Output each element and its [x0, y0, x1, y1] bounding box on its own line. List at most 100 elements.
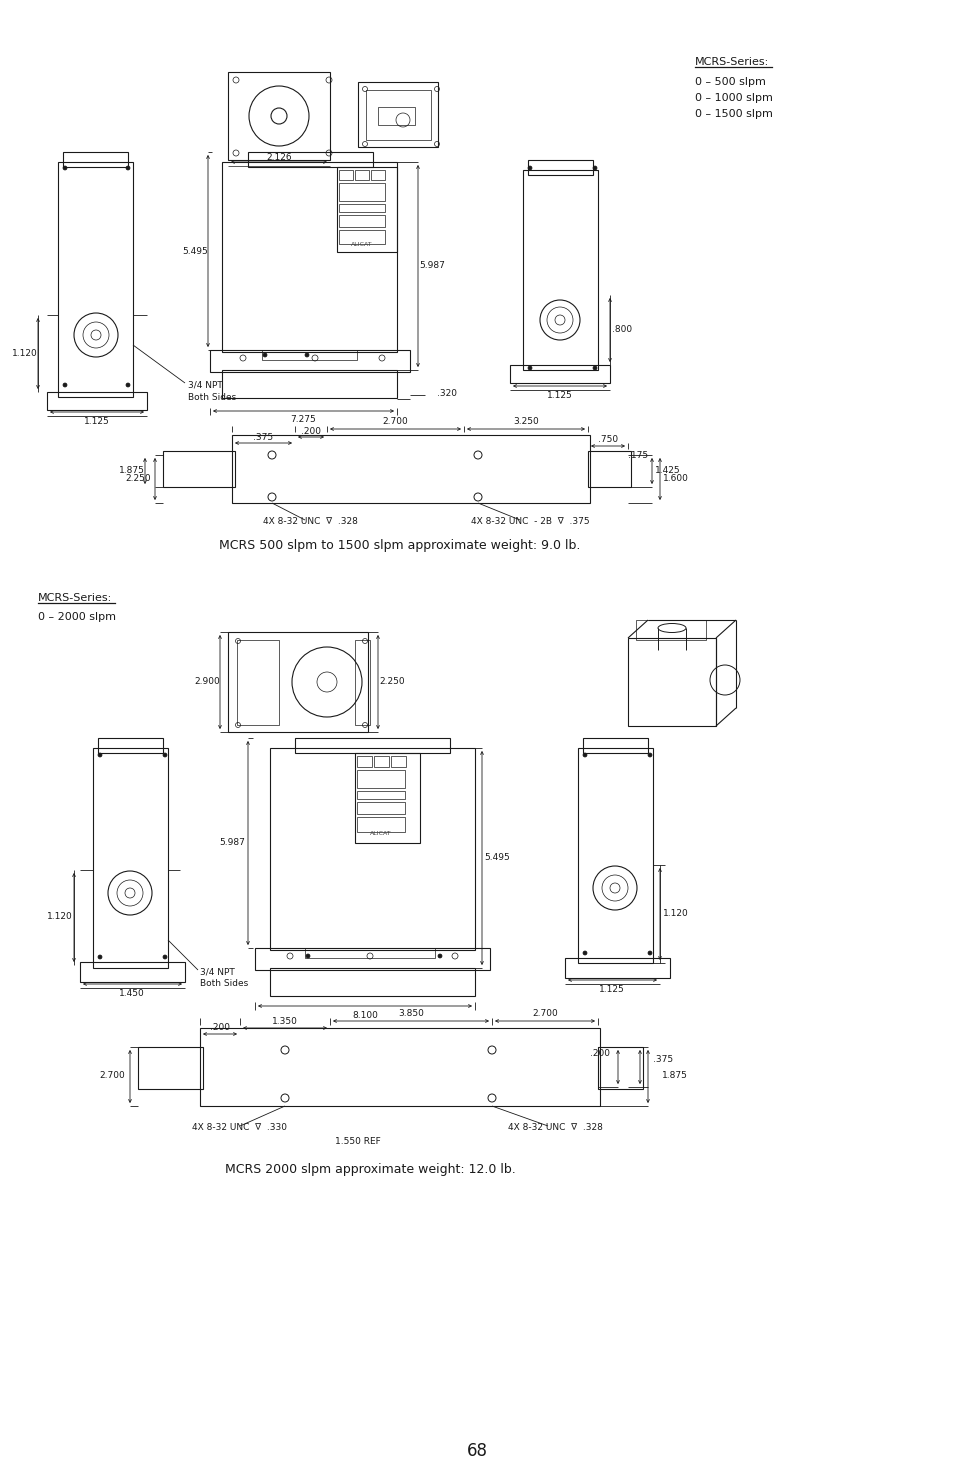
- Text: 1.425: 1.425: [655, 466, 680, 475]
- Text: 3/4 NPT: 3/4 NPT: [188, 381, 222, 389]
- Text: 2.250: 2.250: [125, 475, 151, 484]
- Bar: [355, 754, 419, 844]
- Text: .800: .800: [611, 326, 632, 335]
- Text: 2.700: 2.700: [382, 417, 408, 426]
- Text: 1.350: 1.350: [272, 1018, 297, 1027]
- Bar: [338, 183, 385, 201]
- Bar: [366, 90, 431, 140]
- Circle shape: [437, 954, 441, 957]
- Bar: [636, 620, 705, 640]
- Bar: [587, 451, 630, 487]
- Text: ALICAT: ALICAT: [351, 242, 373, 248]
- Circle shape: [98, 954, 102, 959]
- Bar: [564, 957, 669, 978]
- Circle shape: [126, 384, 130, 386]
- Bar: [356, 802, 405, 814]
- Circle shape: [63, 384, 67, 386]
- Text: 2.250: 2.250: [378, 677, 404, 686]
- Bar: [578, 748, 652, 963]
- Circle shape: [126, 167, 130, 170]
- Text: Both Sides: Both Sides: [200, 979, 248, 988]
- Bar: [356, 791, 405, 799]
- Bar: [305, 948, 435, 957]
- Bar: [336, 167, 396, 252]
- Bar: [377, 108, 415, 125]
- Bar: [391, 757, 406, 767]
- Text: 68: 68: [466, 1443, 487, 1460]
- Bar: [627, 639, 716, 726]
- Text: 0 – 1000 slpm: 0 – 1000 slpm: [695, 93, 772, 103]
- Text: ALICAT: ALICAT: [370, 832, 392, 836]
- Circle shape: [647, 754, 651, 757]
- Circle shape: [163, 954, 167, 959]
- Bar: [228, 631, 368, 732]
- Text: .320: .320: [436, 389, 456, 398]
- Circle shape: [163, 754, 167, 757]
- Circle shape: [582, 951, 586, 954]
- Text: MCRS-Series:: MCRS-Series:: [695, 58, 768, 66]
- Bar: [338, 230, 385, 243]
- Text: .200: .200: [210, 1024, 230, 1032]
- Text: 0 – 500 slpm: 0 – 500 slpm: [695, 77, 765, 87]
- Bar: [58, 162, 132, 397]
- Bar: [355, 640, 370, 726]
- Bar: [262, 350, 356, 360]
- Bar: [356, 757, 372, 767]
- Circle shape: [263, 353, 267, 357]
- Text: 5.495: 5.495: [182, 246, 208, 255]
- Bar: [254, 948, 490, 971]
- Bar: [200, 1028, 599, 1106]
- Text: 1.125: 1.125: [598, 985, 624, 994]
- Bar: [338, 215, 385, 227]
- Text: .750: .750: [598, 435, 618, 444]
- Text: 1.875: 1.875: [661, 1071, 687, 1081]
- Bar: [357, 83, 437, 148]
- Text: .375: .375: [253, 432, 273, 441]
- Text: MCRS-Series:: MCRS-Series:: [38, 593, 112, 603]
- Text: 4X 8-32 UNC  ∇  .330: 4X 8-32 UNC ∇ .330: [193, 1124, 287, 1133]
- Text: 2.900: 2.900: [193, 677, 219, 686]
- Bar: [210, 350, 410, 372]
- Bar: [270, 748, 475, 950]
- Circle shape: [98, 754, 102, 757]
- Bar: [138, 1047, 203, 1089]
- Bar: [522, 170, 598, 370]
- Text: 1.120: 1.120: [12, 348, 38, 357]
- Bar: [294, 738, 450, 754]
- Bar: [582, 738, 647, 754]
- Text: 2.126: 2.126: [266, 152, 292, 161]
- Ellipse shape: [658, 624, 685, 633]
- Text: 1.120: 1.120: [47, 913, 72, 922]
- Bar: [527, 159, 593, 176]
- Circle shape: [306, 954, 310, 957]
- Bar: [232, 435, 589, 503]
- Circle shape: [593, 167, 597, 170]
- Bar: [374, 757, 389, 767]
- Text: 8.100: 8.100: [352, 1012, 377, 1021]
- Text: 5.987: 5.987: [418, 261, 444, 270]
- Circle shape: [63, 167, 67, 170]
- Text: .175: .175: [627, 451, 647, 460]
- Text: 3/4 NPT: 3/4 NPT: [200, 968, 234, 976]
- Bar: [236, 640, 278, 726]
- Text: 1.875: 1.875: [119, 466, 145, 475]
- Text: 0 – 2000 slpm: 0 – 2000 slpm: [38, 612, 116, 622]
- Bar: [222, 370, 396, 398]
- Text: 1.120: 1.120: [662, 910, 688, 919]
- Bar: [355, 170, 369, 180]
- Bar: [598, 1047, 642, 1089]
- Bar: [338, 204, 385, 212]
- Bar: [356, 770, 405, 788]
- Bar: [163, 451, 234, 487]
- Text: 1.125: 1.125: [84, 417, 110, 426]
- Text: 7.275: 7.275: [290, 414, 315, 423]
- Text: MCRS 2000 slpm approximate weight: 12.0 lb.: MCRS 2000 slpm approximate weight: 12.0 …: [224, 1164, 515, 1177]
- Circle shape: [527, 167, 532, 170]
- Bar: [371, 170, 385, 180]
- Text: 3.250: 3.250: [513, 417, 538, 426]
- Bar: [228, 72, 330, 159]
- Bar: [92, 748, 168, 968]
- Text: 1.125: 1.125: [547, 391, 572, 401]
- Circle shape: [527, 366, 532, 370]
- Text: 5.495: 5.495: [483, 854, 509, 863]
